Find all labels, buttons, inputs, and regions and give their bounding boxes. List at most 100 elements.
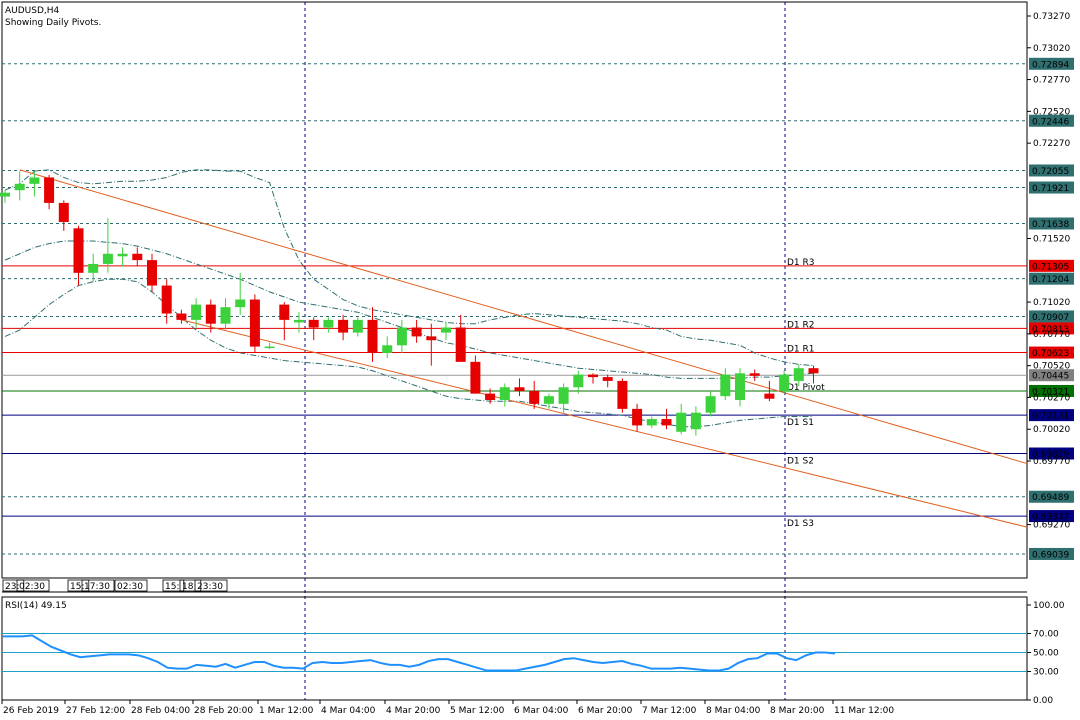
time-tick-label: 1 Mar 12:00 bbox=[259, 706, 314, 716]
price-tick-label: 0.70020 bbox=[1033, 425, 1070, 435]
price-tick-label: 0.70520 bbox=[1033, 362, 1070, 372]
pivot-price-box bbox=[1029, 322, 1074, 335]
candle-body bbox=[249, 299, 260, 347]
candle bbox=[338, 314, 349, 341]
candle-body bbox=[29, 177, 40, 184]
level-price-box bbox=[1029, 114, 1074, 127]
session-label-box bbox=[194, 579, 228, 592]
pivot-label: D1 S1 bbox=[787, 418, 814, 428]
level-price-box bbox=[1029, 547, 1074, 560]
bollinger-upper bbox=[4, 169, 814, 367]
session-label-box bbox=[2, 579, 25, 592]
rsi-plot-frame bbox=[1, 596, 1028, 701]
session-labels: 23: 02:30 15: 17:30 02:30 15: 18: 23:30 bbox=[2, 579, 228, 592]
candle-body bbox=[661, 419, 672, 426]
candle-body bbox=[455, 327, 466, 362]
candle-body bbox=[573, 374, 584, 388]
pivot-price-box bbox=[1029, 447, 1074, 460]
candle-body bbox=[499, 387, 510, 400]
bollinger-bands-layer bbox=[4, 169, 814, 428]
price-tick-label: 0.70770 bbox=[1033, 330, 1070, 340]
level-price-box bbox=[1029, 310, 1074, 323]
session-label: 15: bbox=[165, 582, 179, 592]
candle bbox=[764, 380, 775, 402]
grid-layer bbox=[1, 1, 1028, 700]
pivot-label: D1 R3 bbox=[787, 258, 815, 268]
session-label: 23: bbox=[5, 582, 19, 592]
candle-body bbox=[426, 336, 437, 341]
candle-body bbox=[470, 361, 481, 394]
level-price-label: 0.71921 bbox=[1032, 184, 1069, 194]
candle bbox=[44, 174, 55, 210]
candle-body bbox=[323, 319, 334, 328]
level-price-label: 0.69039 bbox=[1032, 550, 1069, 560]
candle-body bbox=[676, 412, 687, 432]
session-label: 18: bbox=[182, 582, 196, 592]
candle-body bbox=[646, 419, 657, 426]
candle bbox=[88, 253, 99, 282]
time-tick-label: 8 Mar 04:00 bbox=[706, 706, 761, 716]
price-tick-label: 0.72770 bbox=[1033, 76, 1070, 86]
candle-body bbox=[588, 374, 598, 378]
trend-channel-layer bbox=[19, 169, 1028, 528]
candle bbox=[793, 364, 804, 386]
candle bbox=[382, 336, 393, 359]
session-label: 02:30 bbox=[19, 582, 45, 592]
price-tick-label: 0.69770 bbox=[1033, 457, 1070, 467]
candle-body bbox=[14, 183, 25, 191]
rsi-title: RSI(14) 49.15 bbox=[5, 601, 67, 611]
candle-body bbox=[308, 319, 319, 328]
channel-lower bbox=[181, 319, 1028, 528]
candle-body bbox=[88, 263, 99, 273]
candle bbox=[161, 279, 172, 324]
pivot-levels-layer: D1 R3 D1 R2 D1 R1 D1 Pivot D1 S1 D1 S2 D1 S3 bbox=[2, 63, 1027, 555]
candle-body bbox=[793, 368, 804, 381]
candle-body bbox=[735, 373, 745, 400]
candle-body bbox=[543, 396, 554, 404]
candle-body bbox=[147, 260, 157, 286]
candle-body bbox=[720, 374, 731, 397]
candle-body bbox=[264, 346, 275, 349]
candle bbox=[176, 309, 187, 324]
candle-body bbox=[558, 387, 569, 404]
pivot-price-box bbox=[1029, 510, 1074, 523]
bollinger-lower bbox=[4, 278, 814, 428]
level-price-label: 0.72894 bbox=[1032, 60, 1069, 70]
candle-body bbox=[73, 228, 84, 273]
candle-body bbox=[132, 253, 143, 261]
candle-body bbox=[367, 319, 378, 353]
candle bbox=[720, 368, 731, 400]
candle bbox=[396, 319, 407, 353]
candle-body bbox=[411, 327, 422, 337]
candle bbox=[0, 190, 10, 203]
candle bbox=[808, 365, 819, 384]
price-tick-label: 0.71520 bbox=[1033, 235, 1070, 245]
time-tick-label: 7 Mar 12:00 bbox=[642, 706, 697, 716]
price-tick-label: 0.69270 bbox=[1033, 521, 1070, 531]
current-price-box bbox=[1029, 369, 1074, 382]
candle-body bbox=[705, 396, 716, 413]
candle-body bbox=[161, 285, 172, 314]
level-price-label: 0.71204 bbox=[1032, 275, 1069, 285]
level-price-label: 0.72446 bbox=[1032, 117, 1069, 127]
session-label: 15: bbox=[70, 582, 84, 592]
rsi-tick-label: 70.00 bbox=[1033, 630, 1059, 640]
time-tick-label: 4 Mar 04:00 bbox=[321, 706, 376, 716]
candle bbox=[779, 370, 790, 394]
pivot-price-label: 0.71305 bbox=[1032, 262, 1069, 272]
candle bbox=[602, 374, 613, 388]
price-axis: 0.72894 0.72446 0.72055 0.71921 0.71638 0.712… bbox=[1027, 12, 1074, 560]
session-label-box bbox=[179, 579, 202, 592]
candle-body bbox=[235, 299, 246, 308]
candle bbox=[514, 378, 525, 397]
candle bbox=[632, 403, 643, 432]
session-label-box bbox=[81, 579, 115, 592]
level-price-label: 0.72055 bbox=[1032, 167, 1069, 177]
session-label: 17:30 bbox=[84, 582, 110, 592]
candle-body bbox=[617, 380, 628, 409]
candle bbox=[220, 298, 231, 331]
time-tick-label: 5 Mar 12:00 bbox=[450, 706, 505, 716]
candle bbox=[279, 302, 290, 341]
candle bbox=[352, 317, 363, 337]
candle bbox=[205, 299, 216, 333]
